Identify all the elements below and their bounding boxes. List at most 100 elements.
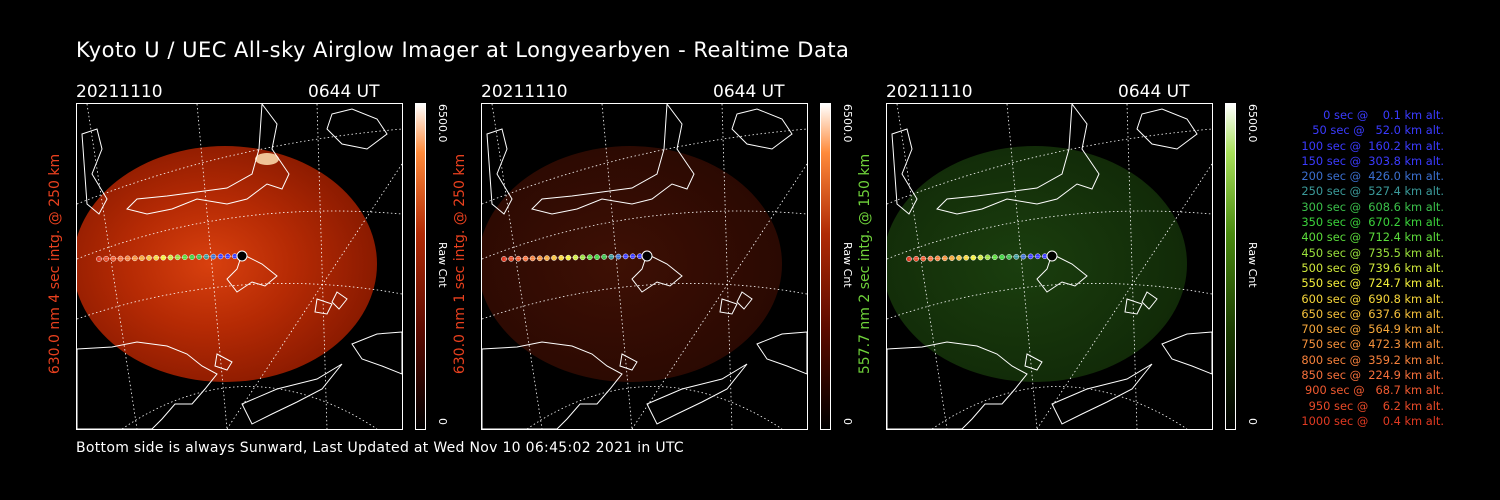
allsky-disk — [887, 146, 1187, 382]
legend-row: 1000 sec @ 0.4 km alt. — [1301, 413, 1444, 428]
legend-row: 350 sec @ 670.2 km alt. — [1297, 215, 1444, 230]
colorbar-unit-label: Raw Cnt — [841, 242, 854, 288]
altitude-legend: 0 sec @ 0.1 km alt. 50 sec @ 52.0 km alt… — [1262, 108, 1444, 429]
coastline — [81, 128, 108, 215]
coastline — [326, 108, 388, 150]
coastline — [351, 331, 402, 375]
panel-ylabel: 630.0 nm 1 sec intg. @ 250 km — [452, 153, 468, 375]
legend-row: 850 sec @ 224.9 km alt. — [1297, 368, 1444, 383]
lat-lon-grid — [896, 104, 948, 429]
track-line — [98, 255, 243, 260]
panel-time: 0644 UT — [308, 82, 380, 102]
coastline — [314, 298, 333, 315]
coastline — [1124, 298, 1143, 315]
lat-lon-grid — [491, 104, 543, 429]
legend-row: 550 sec @ 724.7 km alt. — [1297, 276, 1444, 291]
coastline — [719, 298, 738, 315]
coastline — [126, 104, 290, 215]
airglow-panel-630-4s: 20211110 0644 UT 630.0 nm 4 sec intg. @ … — [47, 82, 476, 432]
colorbar-max-label: 6500.0 — [841, 104, 854, 143]
panel-date: 20211110 — [481, 82, 568, 102]
legend-row: 200 sec @ 426.0 km alt. — [1297, 169, 1444, 184]
legend-row: 300 sec @ 608.6 km alt. — [1297, 199, 1444, 214]
lat-lon-grid — [931, 386, 1188, 429]
legend-row: 800 sec @ 359.2 km alt. — [1297, 352, 1444, 367]
coastline — [1036, 253, 1088, 293]
coastline — [731, 108, 793, 150]
legend-row: 500 sec @ 739.6 km alt. — [1297, 260, 1444, 275]
station-marker — [641, 250, 653, 262]
lat-lon-grid — [226, 163, 402, 429]
coastline — [482, 341, 623, 429]
legend-row: 650 sec @ 637.6 km alt. — [1297, 306, 1444, 321]
colorbar — [415, 103, 426, 430]
track-line — [503, 255, 648, 260]
coastline — [331, 291, 348, 310]
lat-lon-grid — [86, 104, 138, 429]
airglow-panel-557-2s: 20211110 0644 UT 557.7 nm 2 sec intg. @ … — [857, 82, 1286, 432]
coastline — [1051, 363, 1153, 425]
panel-ylabel: 557.7 nm 2 sec intg. @ 150 km — [857, 153, 873, 375]
coastline — [1136, 108, 1198, 150]
coastline — [241, 363, 343, 425]
track-line — [908, 255, 1053, 260]
lat-lon-grid — [482, 210, 807, 260]
lat-lon-grid — [121, 386, 378, 429]
coastline — [1141, 291, 1158, 310]
legend-row: 250 sec @ 527.4 km alt. — [1297, 184, 1444, 199]
page-title: Kyoto U / UEC All-sky Airglow Imager at … — [76, 38, 850, 62]
coastline — [77, 341, 218, 429]
colorbar — [1225, 103, 1236, 430]
coastline — [1161, 331, 1212, 375]
airglow-panel-630-1s: 20211110 0644 UT 630.0 nm 1 sec intg. @ … — [452, 82, 881, 432]
lat-lon-grid — [526, 386, 783, 429]
coastline — [214, 353, 233, 371]
lat-lon-grid — [77, 128, 402, 205]
coastline — [646, 363, 748, 425]
legend-row: 900 sec @ 68.7 km alt. — [1301, 383, 1444, 398]
colorbar-max-label: 6500.0 — [1246, 104, 1259, 143]
coastline — [531, 104, 695, 215]
footer-status: Bottom side is always Sunward, Last Upda… — [76, 440, 685, 456]
legend-row: 150 sec @ 303.8 km alt. — [1297, 153, 1444, 168]
bright-spot — [255, 153, 279, 165]
lat-lon-grid — [77, 283, 402, 320]
coastline — [486, 128, 513, 215]
panel-date: 20211110 — [76, 82, 163, 102]
coastline — [887, 341, 1028, 429]
legend-row: 50 sec @ 52.0 km alt. — [1305, 123, 1444, 138]
legend-row: 700 sec @ 564.9 km alt. — [1297, 322, 1444, 337]
lat-lon-grid — [482, 128, 807, 205]
coastline — [891, 128, 918, 215]
coastline — [756, 331, 807, 375]
allsky-disk — [77, 146, 377, 382]
legend-row: 100 sec @ 160.2 km alt. — [1297, 138, 1444, 153]
coastline — [936, 104, 1100, 215]
legend-row: 0 sec @ 0.1 km alt. — [1312, 108, 1444, 122]
lat-lon-grid — [1036, 163, 1212, 429]
lat-lon-grid — [887, 210, 1212, 260]
colorbar-max-label: 6500.0 — [436, 104, 449, 143]
lat-lon-grid — [631, 163, 807, 429]
coastline — [226, 253, 278, 293]
legend-row: 450 sec @ 735.5 km alt. — [1297, 245, 1444, 260]
colorbar-min-label: 0 — [1246, 418, 1259, 425]
panel-date: 20211110 — [886, 82, 973, 102]
lat-lon-grid — [77, 210, 402, 260]
legend-row: 750 sec @ 472.3 km alt. — [1297, 337, 1444, 352]
legend-row: 950 sec @ 6.2 km alt. — [1305, 398, 1444, 413]
colorbar-min-label: 0 — [841, 418, 854, 425]
lat-lon-grid — [482, 283, 807, 320]
colorbar — [820, 103, 831, 430]
allsky-image-map — [481, 103, 808, 430]
lat-lon-grid — [887, 283, 1212, 320]
allsky-image-map — [886, 103, 1213, 430]
allsky-disk — [482, 146, 782, 382]
allsky-image-map — [76, 103, 403, 430]
station-marker — [236, 250, 248, 262]
coastline — [1024, 353, 1043, 371]
station-marker — [1046, 250, 1058, 262]
panel-time: 0644 UT — [1118, 82, 1190, 102]
legend-row: 600 sec @ 690.8 km alt. — [1297, 291, 1444, 306]
coastline — [619, 353, 638, 371]
